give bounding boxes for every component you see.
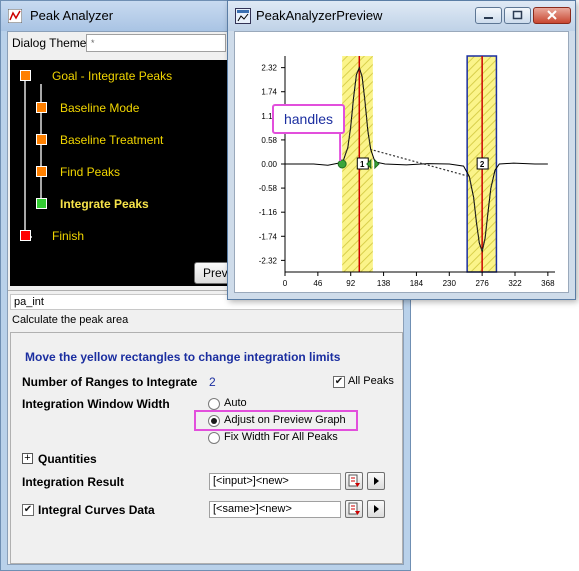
close-icon <box>547 10 557 20</box>
integral-curves-field[interactable]: [<same>]<new> <box>209 501 341 518</box>
quantities-expand-icon[interactable]: + <box>22 453 33 464</box>
flow-node-baseline-mode[interactable] <box>36 102 47 113</box>
option-adjust-on-preview[interactable]: Adjust on Preview Graph <box>224 414 346 426</box>
triangle-right-icon <box>374 477 379 485</box>
y-tick-label: 0.00 <box>261 160 277 169</box>
dialog-theme-combo[interactable]: * <box>86 34 226 52</box>
minimize-icon <box>484 17 493 19</box>
flow-step-baseline-treatment[interactable]: Baseline Treatment <box>60 133 164 147</box>
flow-step-finish[interactable]: Finish <box>52 229 85 243</box>
option-auto[interactable]: Auto <box>224 397 247 409</box>
flow-node-integrate-peaks[interactable] <box>36 198 47 209</box>
triangle-right-icon <box>374 505 379 513</box>
flow-node-baseline-treatment[interactable] <box>36 134 47 145</box>
minimize-button[interactable] <box>475 7 502 24</box>
highlight-adjust-option <box>194 410 358 431</box>
range-label-2: 2 <box>480 160 485 169</box>
x-tick-label: 92 <box>346 279 355 288</box>
handles-callout: handles <box>272 104 345 134</box>
option-fix-width[interactable]: Fix Width For All Peaks <box>224 431 338 443</box>
window-width-label: Integration Window Width <box>22 397 170 411</box>
flow-step-integrate-peaks[interactable]: Integrate Peaks <box>60 197 149 211</box>
x-tick-label: 0 <box>283 279 288 288</box>
main-window-title: Peak Analyzer <box>30 8 114 23</box>
book-sheet-icon <box>348 474 360 487</box>
quantities-label[interactable]: Quantities <box>38 452 97 466</box>
graph-window-icon <box>235 8 251 24</box>
ranges-value: 2 <box>209 375 216 389</box>
integral-curves-checkbox[interactable]: ✔ <box>22 504 34 516</box>
data-series-line <box>285 66 548 254</box>
panel-separator <box>8 290 403 291</box>
integration-result-arrow-button[interactable] <box>367 472 385 490</box>
x-tick-label: 184 <box>410 279 424 288</box>
x-tick-label: 322 <box>508 279 522 288</box>
maximize-icon <box>512 10 523 20</box>
instruction-text: Move the yellow rectangles to change int… <box>25 350 341 364</box>
dialog-theme-row: Dialog Theme * <box>8 32 403 58</box>
flow-trunk-line <box>24 75 26 237</box>
range-handle-right[interactable] <box>366 158 380 170</box>
all-peaks-label[interactable]: All Peaks <box>348 375 394 387</box>
close-button[interactable] <box>533 7 571 24</box>
integral-curves-arrow-button[interactable] <box>367 500 385 518</box>
y-tick-label: -2.32 <box>259 256 278 265</box>
range-label-box-2 <box>476 157 489 170</box>
range-label-1: 1 <box>360 160 365 169</box>
integration-result-label: Integration Result <box>22 475 125 489</box>
flow-branch-line <box>40 84 42 208</box>
integral-curves-label: Integral Curves Data <box>38 503 155 517</box>
maximize-button[interactable] <box>504 7 531 24</box>
flow-node-find-peaks[interactable] <box>36 166 47 177</box>
flow-node-goal[interactable] <box>20 70 31 81</box>
x-tick-label: 138 <box>377 279 391 288</box>
y-tick-label: 1.74 <box>261 88 277 97</box>
x-tick-label: 46 <box>313 279 322 288</box>
radio-auto[interactable] <box>208 398 220 410</box>
fitted-peak-dotted <box>343 65 496 254</box>
radio-fix-width[interactable] <box>208 432 220 444</box>
x-tick-label: 368 <box>541 279 555 288</box>
dialog-theme-label: Dialog Theme <box>12 36 87 50</box>
flow-node-finish[interactable] <box>20 230 31 241</box>
app-icon <box>8 9 22 23</box>
ranges-label: Number of Ranges to Integrate <box>22 375 198 389</box>
y-tick-label: -1.16 <box>259 208 278 217</box>
flow-step-find-peaks[interactable]: Find Peaks <box>60 165 121 179</box>
integration-result-field[interactable]: [<input>]<new> <box>209 473 341 490</box>
preview-titlebar[interactable]: PeakAnalyzerPreview <box>228 1 575 31</box>
y-tick-label: 0.58 <box>261 136 277 145</box>
flow-step-baseline-mode[interactable]: Baseline Mode <box>60 101 140 115</box>
y-tick-label: 2.32 <box>261 64 277 73</box>
all-peaks-checkbox[interactable]: ✔ <box>333 376 345 388</box>
book-sheet-icon <box>348 502 360 515</box>
integration-result-book-button[interactable] <box>345 472 363 490</box>
preview-plot-area: 2.32 1.74 1.16 0.58 0.00 -0.58 -1.16 -1.74 -2.32… <box>234 31 569 293</box>
y-tick-label: -0.58 <box>259 184 278 193</box>
flow-step-goal[interactable]: Goal - Integrate Peaks <box>52 69 173 83</box>
page-description: Calculate the peak area <box>12 314 129 326</box>
range-handle-left[interactable] <box>337 159 347 169</box>
x-tick-label: 230 <box>443 279 457 288</box>
y-tick-label: -1.74 <box>259 232 278 241</box>
settings-panel: Move the yellow rectangles to change int… <box>10 332 403 564</box>
x-tick-label: 276 <box>475 279 489 288</box>
preview-window-title: PeakAnalyzerPreview <box>256 8 383 23</box>
peak-preview-chart[interactable]: 2.32 1.74 1.16 0.58 0.00 -0.58 -1.16 -1.74 -2.32… <box>235 32 568 292</box>
preview-window: PeakAnalyzerPreview 2.32 1.74 1.16 0.58 0.00… <box>227 0 576 300</box>
radio-adjust-on-preview[interactable] <box>208 415 220 427</box>
y-tick-label: 1.16 <box>261 112 277 121</box>
integral-curves-book-button[interactable] <box>345 500 363 518</box>
